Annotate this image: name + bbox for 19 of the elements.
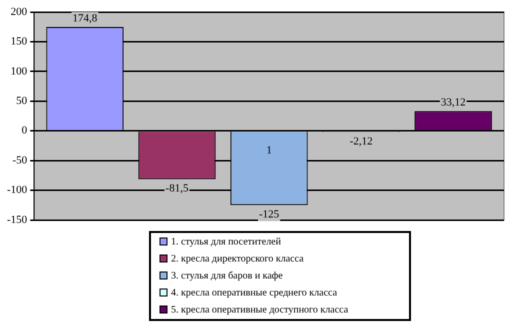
data-label: -125 bbox=[258, 208, 280, 221]
data-label: -2,12 bbox=[350, 136, 373, 148]
legend-label: 5. кресла оперативные доступного класса bbox=[171, 304, 349, 316]
legend-label: 2. кресла директорского класса bbox=[171, 254, 304, 265]
y-tick-label: 200 bbox=[10, 6, 28, 18]
y-tick-label: -150 bbox=[6, 214, 28, 226]
data-label: 33,12 bbox=[440, 96, 466, 109]
annotation: 1 bbox=[266, 144, 272, 157]
y-tick-label: 50 bbox=[16, 95, 28, 108]
legend-label: 4. кресла оперативные среднего класса bbox=[171, 288, 338, 299]
y-tick-label: 150 bbox=[10, 36, 28, 48]
y-tick-label: 0 bbox=[22, 124, 28, 137]
legend-label: 1. стулья для посетителей bbox=[171, 236, 282, 248]
data-label: 174,8 bbox=[72, 12, 98, 24]
data-label: -81,5 bbox=[166, 182, 189, 195]
y-tick-label: -100 bbox=[6, 184, 28, 196]
y-tick-label: 100 bbox=[10, 65, 28, 78]
legend-label: 3. стулья для баров и кафе bbox=[171, 270, 284, 282]
y-tick-label: -50 bbox=[12, 154, 28, 166]
